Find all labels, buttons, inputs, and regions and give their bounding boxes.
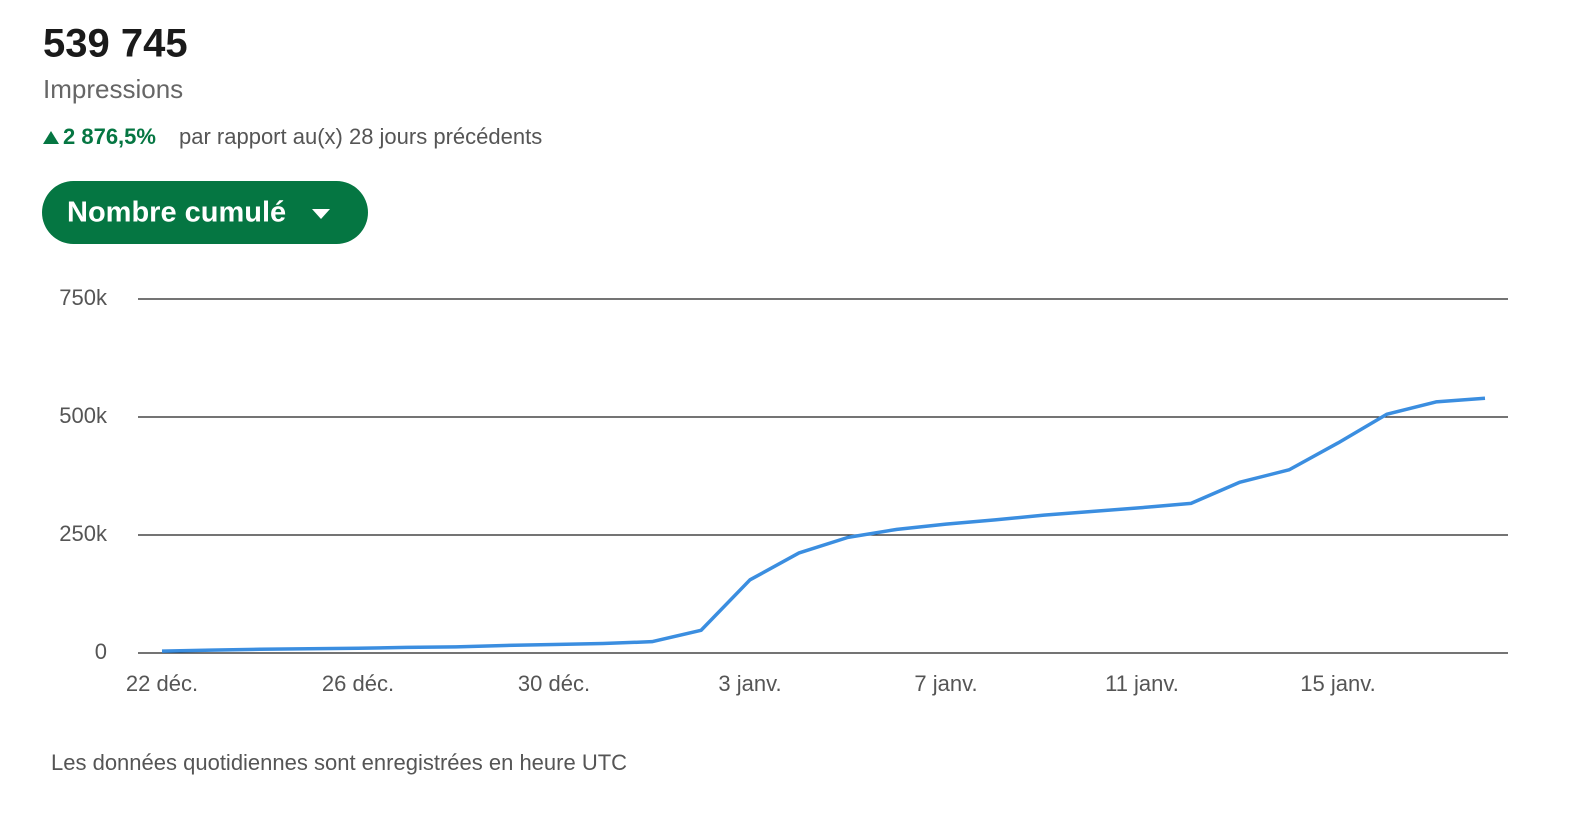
- x-tick-label: 30 déc.: [518, 671, 590, 696]
- y-tick-label: 0: [95, 639, 107, 664]
- total-impressions: 539 745: [43, 22, 188, 66]
- y-tick-label: 500k: [59, 403, 108, 428]
- x-tick-label: 26 déc.: [322, 671, 394, 696]
- dropdown-button[interactable]: Nombre cumulé: [42, 181, 368, 244]
- line: [161, 396, 1486, 653]
- up-arrow-icon: [43, 131, 59, 144]
- button-background[interactable]: [42, 181, 368, 244]
- x-tick-label: 3 janv.: [718, 671, 781, 696]
- x-tick-label: 11 janv.: [1105, 671, 1179, 696]
- change-value: 2 876,5%: [63, 124, 156, 149]
- x-tick-label: 7 janv.: [914, 671, 977, 696]
- footer-note: Les données quotidiennes sont enregistré…: [51, 750, 627, 775]
- dropdown-caret[interactable]: [312, 209, 330, 219]
- metric-label: Impressions: [43, 74, 183, 104]
- change-text: par rapport au(x) 28 jours précédents: [179, 124, 542, 149]
- button-label[interactable]: Nombre cumulé: [67, 197, 286, 229]
- x-tick-label: 15 janv.: [1300, 671, 1375, 696]
- y-tick-label: 250k: [59, 521, 108, 546]
- y-tick-label: 750k: [59, 285, 108, 310]
- x-tick-label: 22 déc.: [126, 671, 198, 696]
